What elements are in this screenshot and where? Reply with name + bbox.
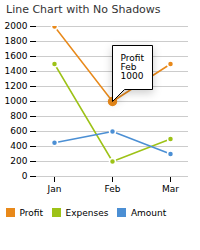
svg-text:1800: 1800 <box>5 36 28 46</box>
svg-text:​Profit​Feb​1000: ​Profit​Feb​1000 <box>121 53 145 81</box>
html-text:Profit: Profit <box>19 207 43 218</box>
svg-text:Jan: Jan <box>47 184 62 194</box>
svg-text:800: 800 <box>10 111 27 121</box>
svg-text:1400: 1400 <box>5 66 28 76</box>
svg-text:600: 600 <box>10 126 27 136</box>
svg-text:Feb: Feb <box>105 184 121 194</box>
html-text:Line Chart with No Shadows: Line Chart with No Shadows <box>6 3 161 16</box>
svg-text:1200: 1200 <box>5 81 28 91</box>
html-text:Amount: Amount <box>130 207 167 218</box>
svg-text:200: 200 <box>10 156 27 166</box>
svg-text:400: 400 <box>10 141 27 151</box>
svg-text:0: 0 <box>22 171 28 181</box>
svg-text:2000: 2000 <box>5 21 28 31</box>
html-text:Expenses: Expenses <box>65 207 109 218</box>
svg-text:Mar: Mar <box>162 184 179 194</box>
svg-text:1600: 1600 <box>5 51 28 61</box>
svg-text:1000: 1000 <box>5 96 28 106</box>
